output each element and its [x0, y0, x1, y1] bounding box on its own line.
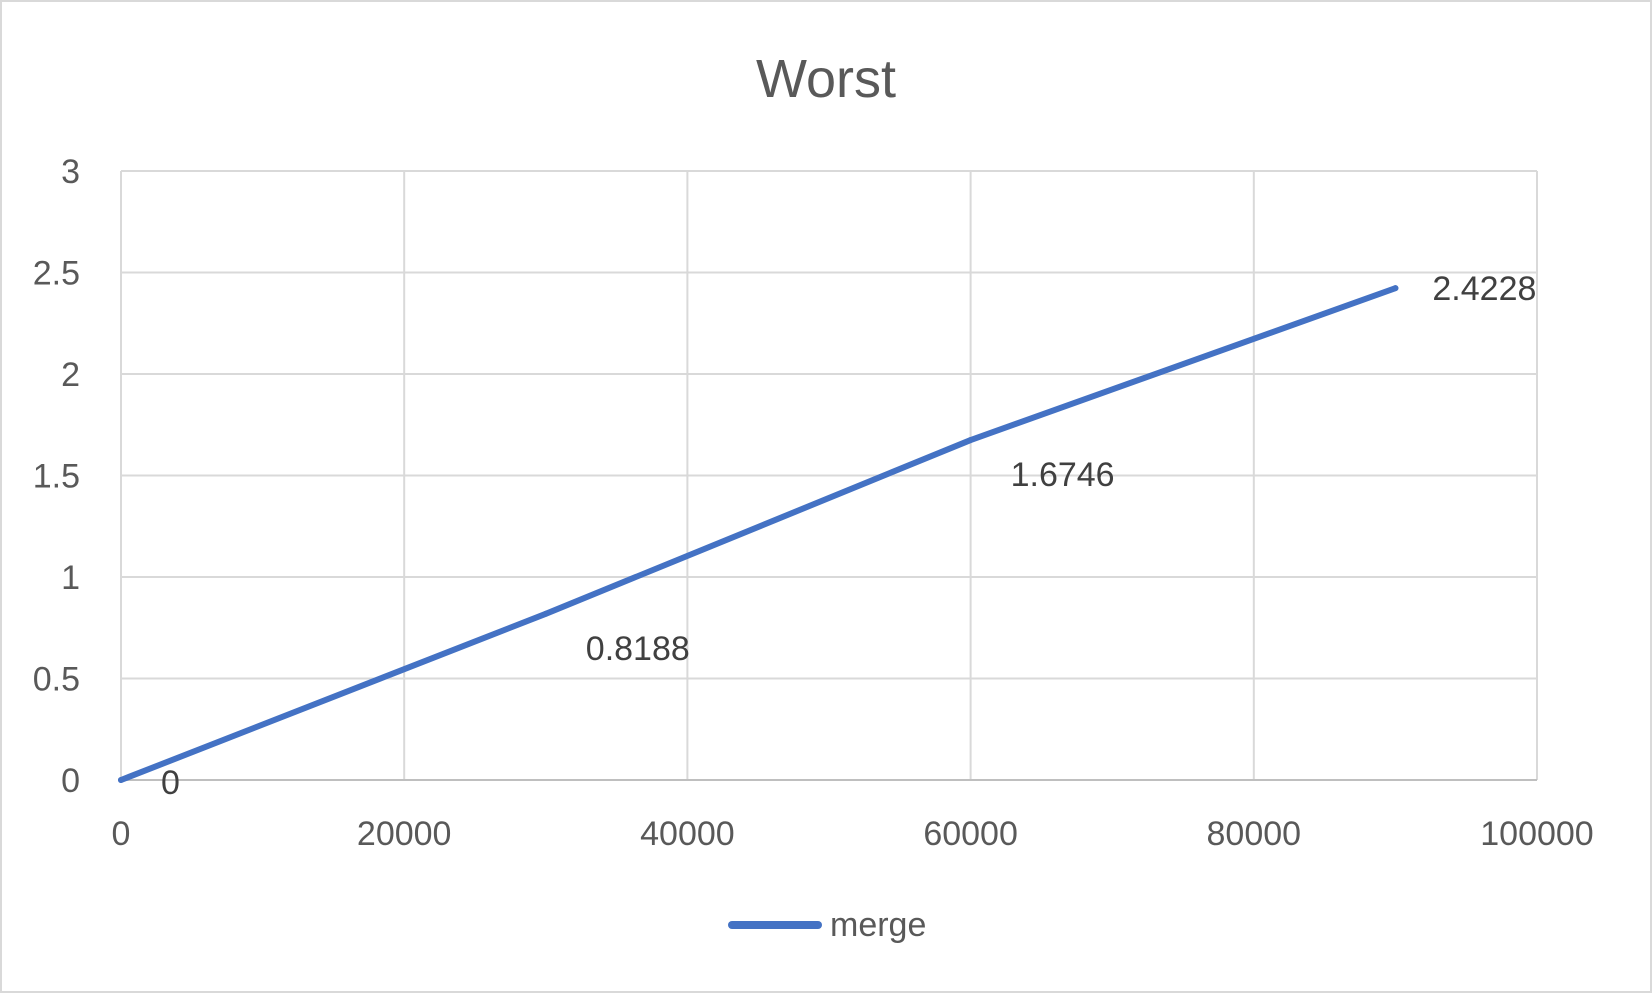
data-point — [542, 610, 549, 617]
series-lines — [118, 285, 1399, 783]
chart-title: Worst — [756, 49, 896, 109]
data-label: 0 — [161, 764, 180, 802]
legend: merge — [728, 906, 926, 944]
y-tick-label: 1 — [61, 559, 80, 597]
data-point — [1392, 285, 1399, 292]
y-axis-ticks: 0 0.5 1 1.5 2 2.5 3 — [33, 153, 80, 800]
x-tick-label: 80000 — [1207, 815, 1302, 853]
data-label: 2.4228 — [1432, 270, 1536, 308]
x-axis-ticks: 0 20000 40000 60000 80000 100000 — [112, 815, 1594, 853]
data-label: 0.8188 — [586, 630, 690, 668]
series-line-merge — [118, 285, 1399, 783]
gridlines — [121, 170, 1538, 780]
data-point — [967, 437, 974, 444]
axes — [120, 171, 1537, 781]
data-labels: 0 0.8188 1.6746 2.4228 — [161, 270, 1536, 802]
y-tick-label: 0 — [61, 762, 80, 800]
x-tick-label: 0 — [112, 815, 131, 853]
y-tick-label: 0.5 — [33, 661, 80, 699]
y-tick-label: 2 — [61, 356, 80, 394]
legend-label-merge: merge — [830, 906, 926, 944]
y-tick-label: 1.5 — [33, 458, 80, 496]
y-tick-label: 2.5 — [33, 255, 80, 293]
y-tick-label: 3 — [61, 153, 80, 191]
x-tick-label: 60000 — [923, 815, 1018, 853]
x-tick-label: 100000 — [1480, 815, 1593, 853]
data-point — [118, 777, 124, 783]
data-label: 1.6746 — [1011, 456, 1115, 494]
x-tick-label: 40000 — [640, 815, 735, 853]
x-tick-label: 20000 — [357, 815, 452, 853]
